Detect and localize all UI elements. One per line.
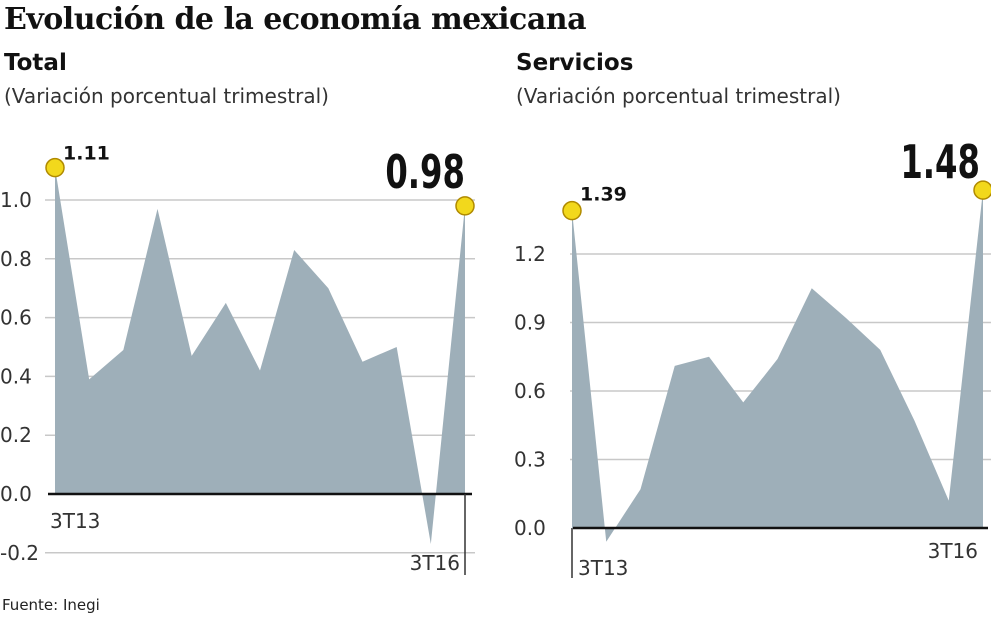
panel-subtitle-servicios: (Variación porcentual trimestral) bbox=[516, 84, 841, 108]
x-start-label: 3T13 bbox=[50, 509, 100, 533]
first-point-marker bbox=[45, 157, 65, 178]
x-end-label: 3T16 bbox=[928, 539, 978, 563]
y-tick-label: 0.2 bbox=[0, 423, 32, 447]
x-end-label: 3T16 bbox=[410, 551, 460, 575]
y-tick-label: 0.8 bbox=[0, 247, 32, 271]
first-value-label: 1.39 bbox=[580, 184, 627, 206]
area-series bbox=[572, 190, 983, 542]
y-tick-label: 0.4 bbox=[0, 364, 32, 388]
panel-subtitle-total: (Variación porcentual trimestral) bbox=[4, 84, 329, 108]
y-tick-label: 0.6 bbox=[514, 379, 546, 403]
x-start-label: 3T13 bbox=[578, 556, 628, 580]
y-tick-label: 0.0 bbox=[0, 482, 32, 506]
last-point-marker bbox=[973, 180, 991, 200]
chart-title: Evolución de la economía mexicana bbox=[4, 2, 587, 37]
panel-title-total: Total bbox=[4, 50, 67, 76]
first-value-label: 1.11 bbox=[63, 143, 110, 165]
last-value-label: 1.48 bbox=[900, 136, 980, 190]
area-series bbox=[55, 167, 465, 544]
source-note: Fuente: Inegi bbox=[2, 596, 100, 614]
y-tick-label: 1.2 bbox=[514, 242, 546, 266]
y-tick-label: 0.6 bbox=[0, 306, 32, 330]
y-tick-label: 0.9 bbox=[514, 311, 546, 335]
y-tick-label: 0.3 bbox=[514, 448, 546, 472]
last-point-marker bbox=[455, 196, 475, 216]
first-point-marker bbox=[562, 200, 582, 221]
y-tick-label: 0.0 bbox=[514, 516, 546, 540]
y-tick-label: 1.0 bbox=[0, 188, 32, 212]
y-tick-label: -0.2 bbox=[0, 541, 39, 565]
panel-title-servicios: Servicios bbox=[516, 50, 634, 76]
last-value-label: 0.98 bbox=[385, 146, 465, 200]
